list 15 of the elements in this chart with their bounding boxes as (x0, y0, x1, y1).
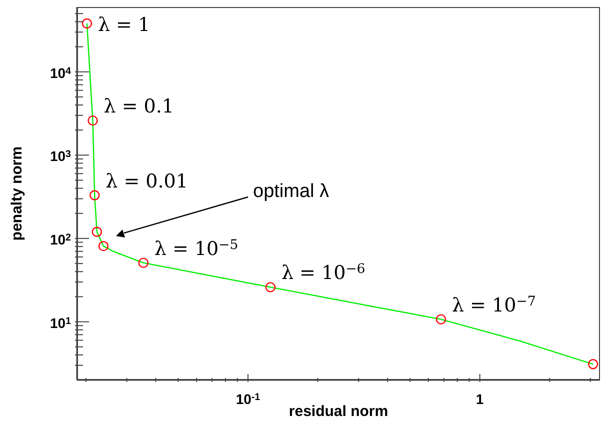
y-tick-label: 10$^{1}$ (50, 314, 72, 331)
y-tick-label: 10$^{4}$ (50, 64, 72, 81)
annotation: λ = 0.1 (104, 96, 174, 118)
annotation: λ = 10$^{−6}$ (281, 262, 366, 284)
annotation: λ = 0.01 (106, 170, 188, 192)
annotation: λ = 10$^{−5}$ (154, 238, 238, 260)
x-axis-title: residual norm (288, 403, 388, 420)
y-axis-title: penalty norm (8, 146, 26, 241)
annotation: λ = 1 (98, 14, 150, 36)
annotation: λ = 10$^{−7}$ (452, 294, 536, 316)
y-tick-label: 10$^{3}$ (50, 148, 72, 164)
annotation: optimal λ (253, 181, 330, 202)
x-tick-label: 10$^{-1}$ (236, 391, 261, 407)
y-tick-label: 10$^{2}$ (50, 231, 72, 248)
x-tick-label: 1 (476, 391, 484, 407)
